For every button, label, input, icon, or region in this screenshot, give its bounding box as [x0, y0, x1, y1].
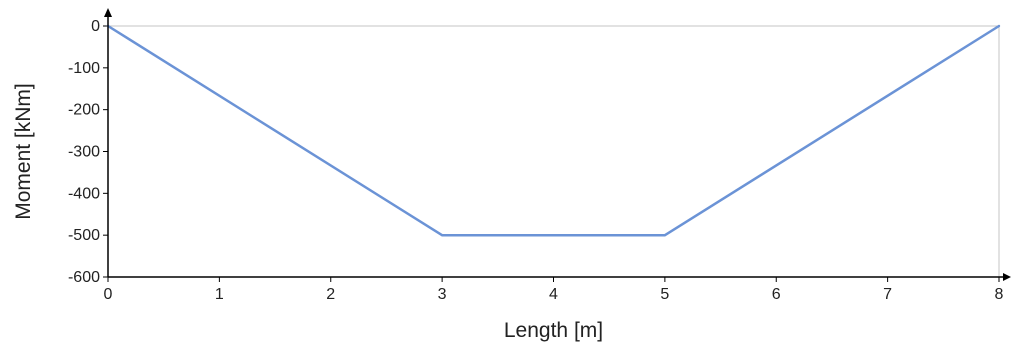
x-tick-label: 7 — [883, 286, 892, 303]
x-tick-label: 4 — [549, 286, 558, 303]
axes-layer — [104, 8, 1011, 281]
moment-series-line — [107, 24, 1000, 237]
x-tick-label: 8 — [995, 286, 1004, 303]
plot-frame — [108, 25, 1000, 277]
x-tick-label: 2 — [326, 286, 335, 303]
y-tick-label: -200 — [68, 102, 100, 119]
x-axis-title: Length [m] — [504, 319, 603, 342]
x-tick-label: 6 — [772, 286, 781, 303]
y-tick-label: 0 — [91, 18, 100, 35]
y-tick-label: -600 — [68, 269, 100, 286]
x-tick-label: 3 — [438, 286, 447, 303]
y-tick-label: -500 — [68, 227, 100, 244]
x-axis-ticks: 0 1 2 3 4 5 6 7 8 — [104, 277, 1004, 303]
y-tick-label: -400 — [68, 185, 100, 202]
series-layer — [106, 24, 1001, 237]
y-axis-ticks: 0 -100 -200 -300 -400 -500 -600 — [68, 18, 108, 286]
y-tick-label: -300 — [68, 144, 100, 161]
x-axis-arrow-icon — [1003, 273, 1011, 281]
x-tick-label: 1 — [215, 286, 224, 303]
data-point — [997, 24, 1001, 28]
data-point — [663, 233, 667, 237]
x-tick-label: 5 — [660, 286, 669, 303]
x-tick-label: 0 — [104, 286, 113, 303]
y-axis-arrow-icon — [104, 8, 112, 17]
data-point — [440, 233, 444, 237]
y-tick-label: -100 — [68, 60, 100, 77]
y-axis-title: Moment [kNm] — [12, 83, 35, 220]
